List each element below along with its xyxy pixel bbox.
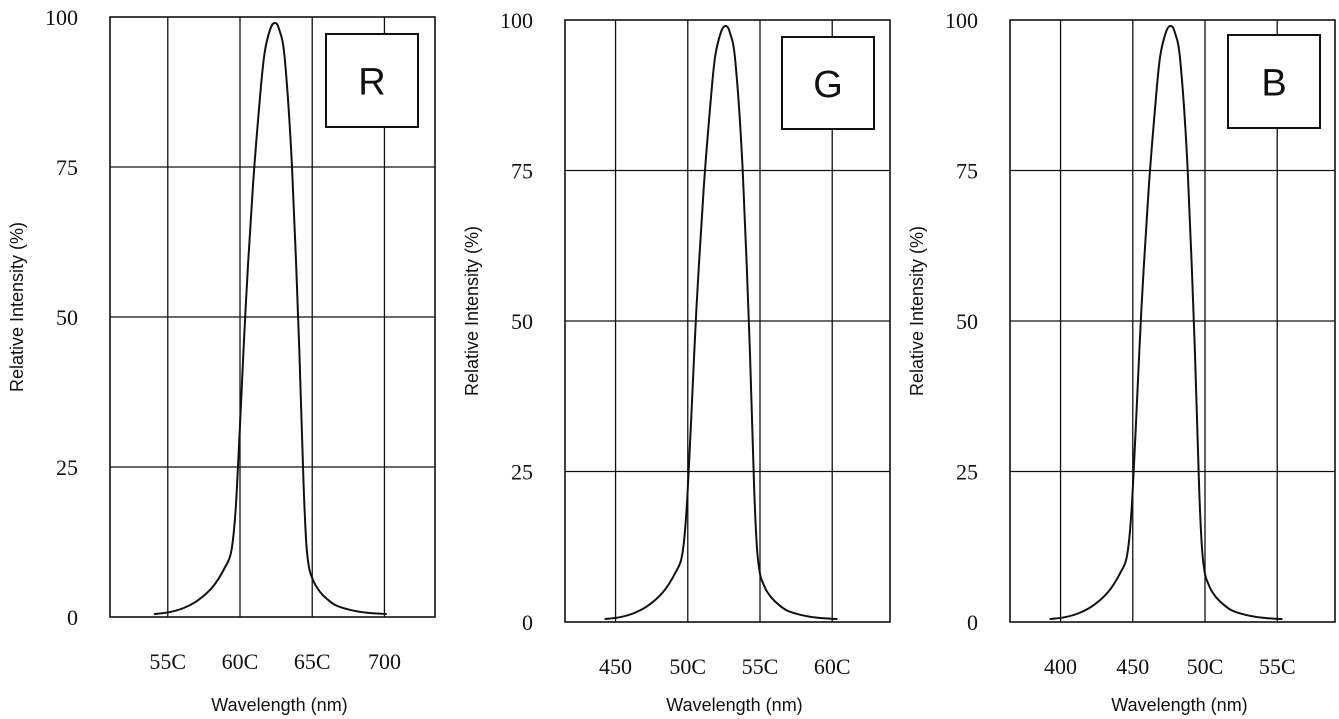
y-tick-label: 0: [522, 610, 533, 635]
y-tick-label: 50: [56, 305, 78, 330]
y-tick-label: 50: [956, 309, 978, 334]
channel-badge: [1227, 34, 1321, 129]
y-tick-label: 0: [967, 610, 978, 635]
x-tick-label: 60C: [814, 654, 851, 679]
channel-badge: [325, 33, 419, 128]
plot-frame: [109, 16, 436, 618]
spectrum-line: [604, 25, 838, 620]
x-tick-label: 55C: [149, 649, 186, 674]
x-tick-label: 60C: [222, 649, 259, 674]
y-tick-label: 50: [511, 309, 533, 334]
y-tick-label: 75: [56, 155, 78, 180]
x-axis-title: Wavelength (nm): [1111, 695, 1247, 715]
chart-panel-b: 0 25 50 75 100 400 450 50C 55C Wavelength (nm) Rel…: [907, 8, 1336, 715]
channel-badge-label: G: [813, 64, 843, 106]
y-tick-label: 100: [500, 8, 533, 33]
x-tick-label: 55C: [1259, 654, 1296, 679]
x-tick-label: 450: [599, 654, 632, 679]
spectrum-line: [1049, 25, 1283, 620]
plot-frame: [564, 19, 891, 623]
x-tick-label: 50C: [669, 654, 706, 679]
x-tick-label: 450: [1116, 654, 1149, 679]
y-tick-label: 75: [511, 159, 533, 184]
channel-badge: [781, 36, 875, 130]
y-tick-label: 25: [511, 460, 533, 485]
spectrum-line: [153, 22, 387, 615]
y-axis-title: Relative Intensity (%): [462, 226, 482, 396]
x-tick-label: 55C: [742, 654, 779, 679]
x-tick-label: 50C: [1187, 654, 1224, 679]
y-tick-label: 75: [956, 159, 978, 184]
y-tick-label: 100: [945, 8, 978, 33]
x-tick-label: 700: [368, 649, 401, 674]
y-tick-label: 100: [45, 5, 78, 30]
chart-panel-g: 0 25 50 75 100 450 50C 55C 60C Wavelength (nm) Rel…: [462, 8, 891, 715]
y-tick-label: 0: [67, 605, 78, 630]
channel-badge-label: R: [358, 62, 385, 104]
chart-panel-r: 0 25 50 75 100 55C 60C 65C 700 Wavelength (nm) Rel…: [7, 5, 436, 715]
y-axis-title: Relative Intensity (%): [907, 226, 927, 396]
x-tick-label: 65C: [294, 649, 331, 674]
x-axis-title: Wavelength (nm): [211, 695, 347, 715]
y-axis-title: Relative Intensity (%): [7, 222, 27, 392]
y-tick-label: 25: [956, 460, 978, 485]
y-tick-label: 25: [56, 455, 78, 480]
plot-frame: [1009, 19, 1336, 623]
x-axis-title: Wavelength (nm): [666, 695, 802, 715]
channel-badge-label: B: [1261, 63, 1286, 105]
x-tick-label: 400: [1044, 654, 1077, 679]
